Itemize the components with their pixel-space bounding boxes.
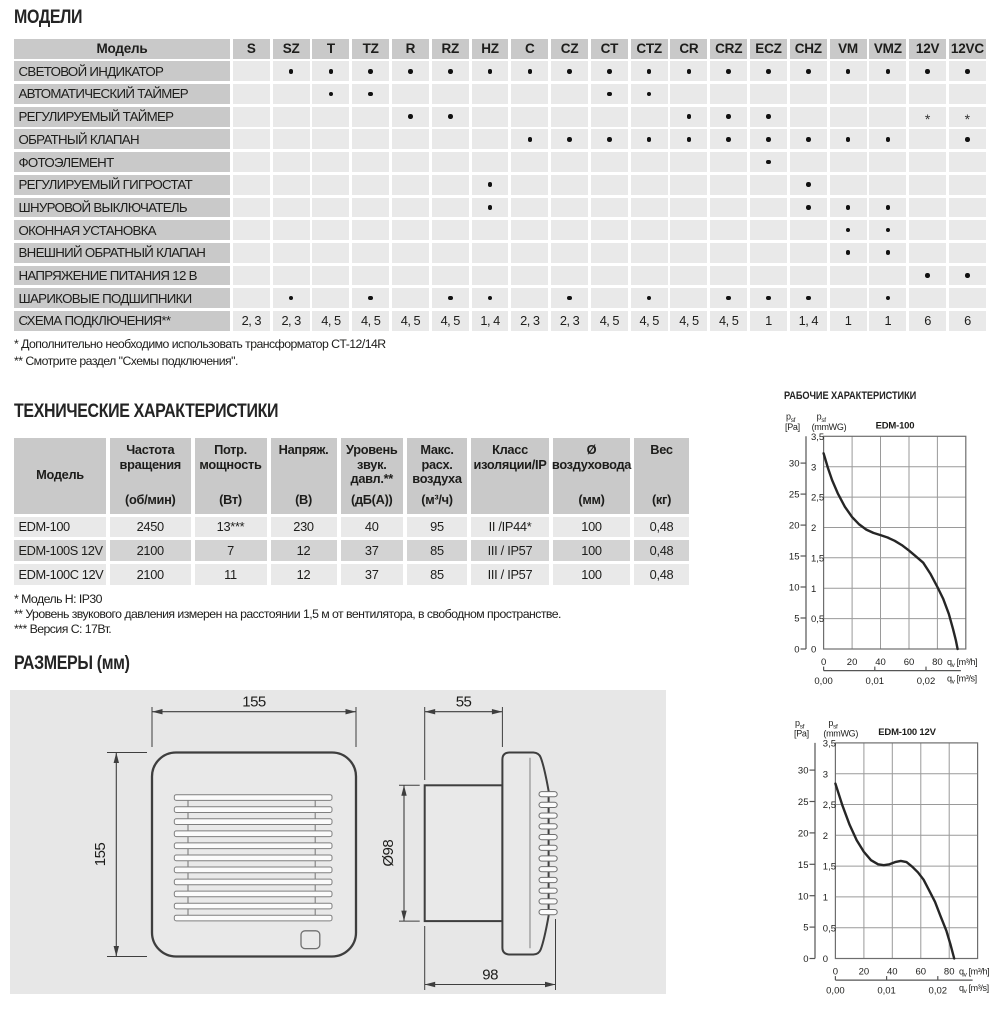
- svg-text:1: 1: [811, 584, 816, 595]
- svg-text:25: 25: [789, 490, 800, 501]
- svg-text:98: 98: [482, 967, 498, 984]
- svg-text:1,5: 1,5: [823, 862, 836, 873]
- svg-text:155: 155: [242, 694, 266, 711]
- svg-text:1,5: 1,5: [811, 553, 824, 564]
- svg-text:0,02: 0,02: [929, 986, 948, 997]
- svg-text:EDM-100: EDM-100: [876, 420, 915, 431]
- svg-text:qv [m³/h]: qv [m³/h]: [959, 967, 989, 979]
- svg-text:0: 0: [794, 645, 799, 656]
- svg-text:Ø98: Ø98: [380, 840, 397, 867]
- svg-text:15: 15: [789, 552, 800, 563]
- svg-text:5: 5: [794, 614, 799, 625]
- svg-text:psf: psf: [786, 411, 796, 424]
- svg-text:80: 80: [932, 657, 943, 668]
- svg-text:20: 20: [798, 829, 809, 840]
- svg-text:20: 20: [789, 521, 800, 532]
- svg-text:[Pa]: [Pa]: [785, 422, 800, 432]
- svg-text:40: 40: [887, 967, 898, 978]
- svg-text:10: 10: [798, 891, 809, 902]
- svg-text:0: 0: [821, 657, 826, 668]
- svg-text:20: 20: [847, 657, 858, 668]
- svg-text:2,5: 2,5: [823, 800, 836, 811]
- svg-text:5: 5: [803, 923, 808, 934]
- svg-text:psf: psf: [795, 718, 805, 731]
- svg-text:psf: psf: [828, 718, 838, 731]
- svg-text:30: 30: [789, 459, 800, 470]
- svg-text:3,5: 3,5: [823, 739, 836, 750]
- svg-text:40: 40: [875, 657, 886, 668]
- svg-text:25: 25: [798, 797, 809, 808]
- svg-text:3: 3: [811, 462, 816, 473]
- svg-text:80: 80: [944, 967, 955, 978]
- svg-text:1: 1: [823, 893, 828, 904]
- svg-text:155: 155: [92, 843, 109, 867]
- svg-text:3: 3: [823, 769, 828, 780]
- svg-text:qv [m³/s]: qv [m³/s]: [947, 674, 977, 686]
- svg-text:0: 0: [803, 954, 808, 965]
- svg-text:0,01: 0,01: [866, 676, 885, 687]
- svg-text:2: 2: [823, 831, 828, 842]
- svg-text:(mmWG): (mmWG): [812, 422, 847, 432]
- svg-text:0,5: 0,5: [823, 923, 836, 934]
- svg-text:60: 60: [916, 967, 927, 978]
- svg-text:2: 2: [811, 523, 816, 534]
- svg-text:3,5: 3,5: [811, 432, 824, 443]
- svg-text:2,5: 2,5: [811, 493, 824, 504]
- svg-text:55: 55: [456, 694, 472, 711]
- svg-text:0: 0: [823, 954, 828, 965]
- svg-text:20: 20: [859, 967, 870, 978]
- svg-text:30: 30: [798, 766, 809, 777]
- svg-text:0,02: 0,02: [917, 676, 936, 687]
- svg-text:0,00: 0,00: [814, 676, 833, 687]
- svg-text:0: 0: [811, 645, 816, 656]
- svg-text:15: 15: [798, 860, 809, 871]
- svg-text:0: 0: [833, 967, 838, 978]
- svg-text:psf: psf: [817, 411, 827, 424]
- svg-text:EDM-100 12V: EDM-100 12V: [878, 727, 936, 738]
- svg-text:qv [m³/h]: qv [m³/h]: [947, 657, 977, 669]
- svg-text:0,5: 0,5: [811, 614, 824, 625]
- svg-text:(mmWG): (mmWG): [823, 728, 858, 738]
- svg-text:0,01: 0,01: [877, 986, 896, 997]
- svg-text:[Pa]: [Pa]: [794, 728, 809, 738]
- svg-text:0,00: 0,00: [826, 986, 845, 997]
- svg-text:10: 10: [789, 583, 800, 594]
- svg-text:qv [m³/s]: qv [m³/s]: [959, 983, 989, 995]
- svg-text:60: 60: [904, 657, 915, 668]
